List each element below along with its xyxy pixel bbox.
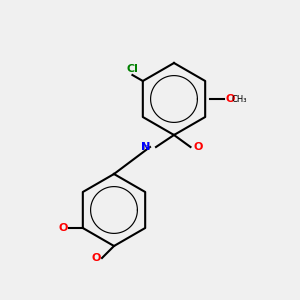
Text: O: O <box>225 94 234 104</box>
Text: Cl: Cl <box>127 64 138 74</box>
Text: O: O <box>91 253 101 263</box>
Text: CH₃: CH₃ <box>231 94 247 103</box>
Text: O: O <box>194 142 203 152</box>
Text: O: O <box>58 223 68 233</box>
Text: H: H <box>142 142 150 152</box>
Text: N: N <box>141 142 150 152</box>
